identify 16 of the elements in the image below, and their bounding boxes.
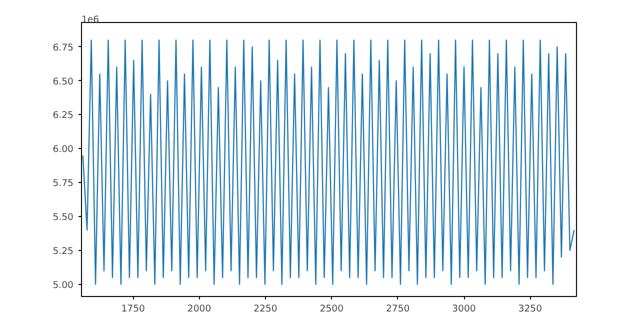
y-tick-label: 6.25 [52, 110, 74, 122]
x-tick-label: 2750 [386, 304, 410, 314]
y-tick-label: 5.75 [52, 178, 74, 190]
x-tick-label: 1750 [121, 304, 146, 314]
y-tick-label: 5.50 [52, 212, 74, 223]
x-tick-label: 2000 [187, 304, 212, 314]
x-tick-label: 3000 [452, 304, 476, 314]
y-tick-label: 5.00 [52, 280, 74, 291]
x-tick-label: 2500 [320, 304, 344, 314]
x-tick-label: 2250 [254, 304, 278, 314]
y-tick-label: 6.75 [52, 42, 74, 54]
y-tick-label: 6.50 [52, 76, 74, 88]
line-series [82, 40, 575, 285]
y-tick-label: 5.25 [52, 246, 74, 257]
x-tick-label: 3250 [518, 304, 542, 314]
y-tick-label: 6.00 [52, 144, 74, 156]
